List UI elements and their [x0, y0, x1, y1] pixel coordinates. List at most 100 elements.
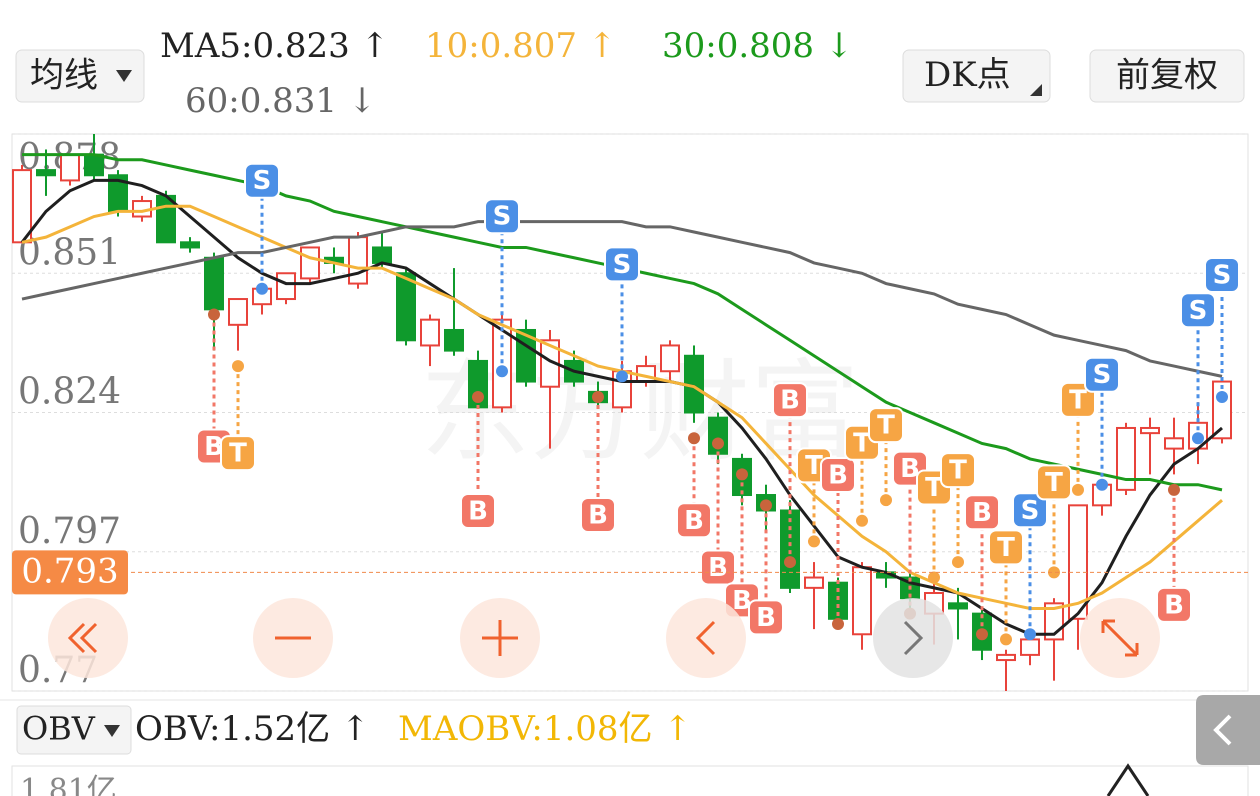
dk-text[interactable]: DK点 [924, 55, 1011, 95]
adjust-text[interactable]: 前复权 [1116, 56, 1218, 96]
signal-badge [940, 452, 976, 489]
adjust-button[interactable]: 前复权 [1089, 49, 1245, 103]
signal-label: B [708, 553, 728, 583]
ma-line [21, 220, 1223, 378]
candle-body [228, 298, 248, 326]
last-price-label: 0.793 [21, 551, 118, 591]
candle-body [1140, 426, 1160, 435]
signal-dot [1072, 483, 1084, 496]
signal-label: B [1164, 590, 1184, 620]
candle-body [204, 256, 224, 311]
signal-label: B [972, 498, 992, 528]
prev-button[interactable] [666, 598, 746, 678]
signal-dot [472, 391, 484, 404]
collapse-icon[interactable] [1106, 763, 1150, 796]
ma-select[interactable]: 均线 [15, 49, 145, 103]
signal-badge [484, 198, 520, 235]
indicator-select-box[interactable] [16, 705, 132, 755]
signal-badge [1012, 492, 1048, 529]
scroll-left-button[interactable] [48, 598, 128, 678]
signal-label: T [805, 451, 823, 481]
signal-label: S [1189, 296, 1208, 326]
signal-label: S [493, 202, 512, 232]
icon [903, 620, 924, 656]
signal-label: T [1069, 385, 1087, 415]
candle-body [852, 566, 872, 636]
signal-dot [592, 391, 604, 404]
signal-badge [244, 162, 280, 199]
signal-dot [496, 365, 508, 378]
candle-body [804, 576, 824, 589]
ma-select-text[interactable]: 均线 [30, 56, 98, 96]
signal-label: B [684, 506, 704, 536]
obv-value: OBV:1.52亿 ↑ [135, 709, 369, 749]
candle-body [180, 241, 200, 249]
dropdown-arrow [116, 70, 132, 82]
candle-body [444, 328, 464, 352]
corner-arrow [1030, 84, 1042, 96]
signal-label: S [253, 166, 272, 196]
candle-body [1164, 437, 1184, 450]
candle-body [276, 272, 296, 301]
candle-body [660, 344, 680, 373]
signal-badge [580, 497, 616, 534]
signal-dot [928, 571, 940, 584]
icon [1213, 714, 1232, 746]
signal-label: B [756, 603, 776, 633]
ma-select-box[interactable] [15, 49, 145, 103]
signal-badge [676, 502, 712, 539]
indicator-tick-label: 1.81亿 [20, 773, 117, 796]
signal-dot [1216, 391, 1228, 404]
signal-dot [232, 360, 244, 373]
candle-body [84, 153, 104, 177]
signal-label: S [1213, 261, 1232, 291]
signal-dot [1024, 628, 1036, 641]
next-button[interactable] [873, 598, 953, 678]
signal-label: T [853, 428, 871, 458]
signal-dot [616, 370, 628, 383]
signal-badge [868, 407, 904, 444]
signal-badge [1036, 464, 1072, 501]
signal-label: T [925, 473, 943, 503]
indicator-frame [11, 765, 1249, 796]
signal-label: B [900, 454, 920, 484]
signal-dot [856, 514, 868, 527]
candle-body [300, 246, 320, 280]
signal-badge [1204, 257, 1240, 294]
signal-badge [748, 599, 784, 636]
candle-body [12, 169, 32, 244]
candle-body [348, 236, 368, 285]
legend-entry: 30:0.808 ↓ [662, 26, 853, 66]
icon [67, 622, 98, 654]
indicator-select-text[interactable]: OBV [22, 710, 96, 748]
nav-buttons [48, 598, 1160, 678]
dk-button[interactable]: DK点 [902, 49, 1051, 103]
legend-entry: 60:0.831 ↓ [185, 81, 376, 121]
signal-label: T [997, 533, 1015, 563]
adjust-box[interactable] [1089, 49, 1245, 103]
legend-entry: MA5:0.823 ↑ [160, 26, 389, 66]
candle-body [1116, 426, 1136, 491]
signal-dot [736, 468, 748, 481]
signal-label: S [1093, 360, 1112, 390]
icon [695, 620, 716, 656]
signal-badge [460, 493, 496, 530]
indicator-select[interactable]: OBV [16, 705, 132, 755]
signal-badge [700, 549, 736, 586]
signal-badge [1180, 292, 1216, 329]
signal-label: B [828, 460, 848, 490]
signal-dot [832, 617, 844, 630]
signal-dot [880, 494, 892, 507]
candle-body [36, 169, 56, 177]
signal-label: T [1045, 468, 1063, 498]
candle-body [372, 246, 392, 264]
candle-body [60, 153, 80, 182]
signal-label: T [949, 456, 967, 486]
signal-dot [1192, 432, 1204, 445]
y-tick-label: 0.824 [18, 372, 121, 413]
signal-badge [604, 246, 640, 283]
signal-badge [220, 435, 256, 472]
side-panel-button[interactable] [1196, 695, 1260, 765]
dk-box[interactable] [902, 49, 1051, 103]
